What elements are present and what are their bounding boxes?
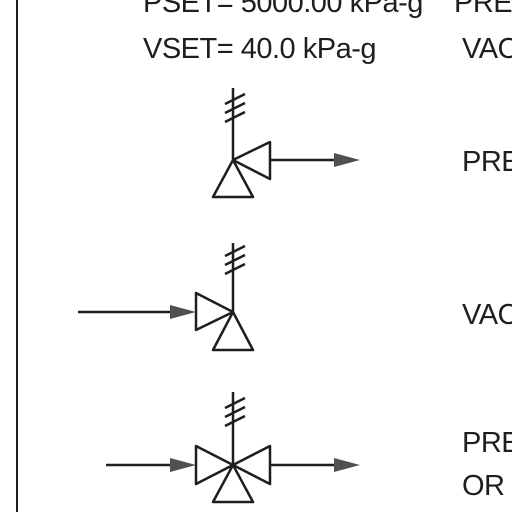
pressure-vacuum-relief-valve-icon — [106, 392, 340, 504]
legend-row1: PRE — [462, 146, 512, 178]
inlet-arrow-3 — [170, 458, 196, 472]
vset-label: VSET= 40.0 kPa-g — [143, 33, 377, 65]
pressure-relief-valve-icon — [211, 88, 340, 199]
pset-label: PSET= 5000.00 kPa-g — [143, 0, 423, 19]
legend-top-line1: PRE — [454, 0, 512, 19]
legend-row3-line1: PRE — [462, 427, 512, 459]
vacuum-relief-valve-icon — [78, 243, 255, 352]
legend-top-line2: VAC — [462, 33, 512, 65]
outlet-arrow-1 — [334, 153, 360, 167]
legend-row2: VAC — [462, 299, 512, 331]
inlet-arrow-2 — [170, 305, 196, 319]
outlet-arrow-3 — [334, 458, 360, 472]
legend-row3-line2: OR — [462, 470, 505, 502]
